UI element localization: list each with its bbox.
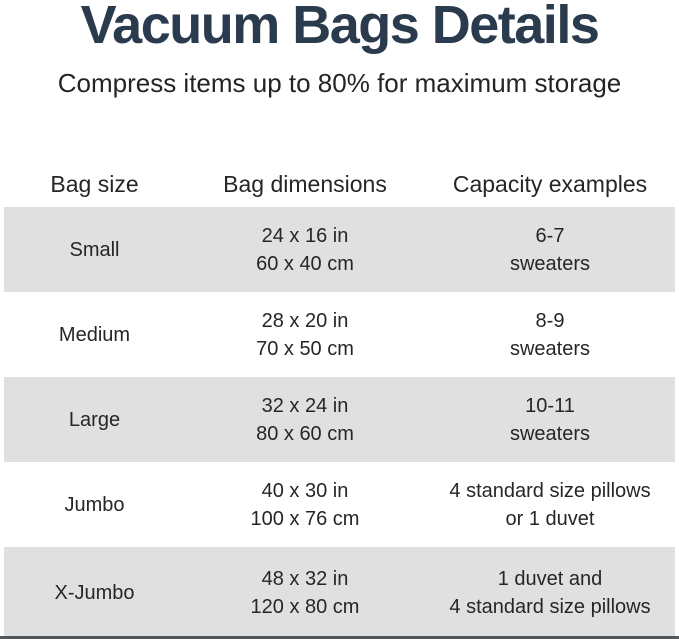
dimensions-inches: 24 x 16 in xyxy=(261,224,349,247)
bag-size-value: X-Jumbo xyxy=(54,581,135,604)
column-header-capacity-examples: Capacity examples xyxy=(452,170,648,197)
capacity-value: 4 standard size pillows or 1 duvet xyxy=(425,477,675,533)
page-title: Vacuum Bags Details xyxy=(80,0,600,55)
column-header-bag-dimensions: Bag dimensions xyxy=(223,170,387,197)
bag-size-value: Large xyxy=(68,408,121,431)
table-row-x-jumbo: X-Jumbo 48 x 32 in 120 x 80 cm 1 duvet a… xyxy=(4,547,675,638)
bag-dimensions-value: 48 x 32 in 120 x 80 cm xyxy=(185,565,425,621)
column-header-bag-size: Bag size xyxy=(50,170,139,197)
table-row-medium: Medium 28 x 20 in 70 x 50 cm 8-9 sweater… xyxy=(4,292,675,377)
capacity-value: 8-9 sweaters xyxy=(425,307,675,363)
table-header-row: Bag size Bag dimensions Capacity example… xyxy=(4,160,675,207)
capacity-line-2: 4 standard size pillows xyxy=(449,595,651,618)
size-table: Bag size Bag dimensions Capacity example… xyxy=(0,160,679,638)
capacity-line-2: sweaters xyxy=(509,252,591,275)
bag-dimensions-value: 24 x 16 in 60 x 40 cm xyxy=(185,222,425,278)
capacity-line-2: or 1 duvet xyxy=(505,507,595,530)
capacity-value: 6-7 sweaters xyxy=(425,222,675,278)
bag-size-value: Medium xyxy=(58,323,131,346)
bag-dimensions-value: 40 x 30 in 100 x 76 cm xyxy=(185,477,425,533)
capacity-value: 1 duvet and 4 standard size pillows xyxy=(425,565,675,621)
dimensions-inches: 28 x 20 in xyxy=(261,309,349,332)
dimensions-cm: 60 x 40 cm xyxy=(256,252,354,275)
capacity-line-1: 4 standard size pillows xyxy=(449,479,651,502)
dimensions-cm: 80 x 60 cm xyxy=(256,422,354,445)
table-row-large: Large 32 x 24 in 80 x 60 cm 10-11 sweate… xyxy=(4,377,675,462)
capacity-line-2: sweaters xyxy=(509,422,591,445)
capacity-line-1: 10-11 xyxy=(525,394,575,417)
bag-dimensions-value: 28 x 20 in 70 x 50 cm xyxy=(185,307,425,363)
bag-dimensions-value: 32 x 24 in 80 x 60 cm xyxy=(185,392,425,448)
capacity-line-1: 8-9 xyxy=(535,309,565,332)
dimensions-inches: 40 x 30 in xyxy=(261,479,349,502)
dimensions-inches: 48 x 32 in xyxy=(261,567,349,590)
dimensions-cm: 70 x 50 cm xyxy=(256,337,354,360)
bag-size-value: Small xyxy=(69,238,120,261)
dimensions-inches: 32 x 24 in xyxy=(261,394,349,417)
table-row-jumbo: Jumbo 40 x 30 in 100 x 76 cm 4 standard … xyxy=(4,462,675,547)
capacity-line-1: 1 duvet and xyxy=(497,567,603,590)
dimensions-cm: 100 x 76 cm xyxy=(250,507,360,530)
bottom-divider xyxy=(0,636,679,639)
capacity-line-1: 6-7 xyxy=(535,224,565,247)
capacity-value: 10-11 sweaters xyxy=(425,392,675,448)
capacity-line-2: sweaters xyxy=(509,337,591,360)
bag-size-value: Jumbo xyxy=(64,493,125,516)
table-row-small: Small 24 x 16 in 60 x 40 cm 6-7 sweaters xyxy=(4,207,675,292)
dimensions-cm: 120 x 80 cm xyxy=(250,595,360,618)
page-subtitle: Compress items up to 80% for maximum sto… xyxy=(57,68,622,98)
